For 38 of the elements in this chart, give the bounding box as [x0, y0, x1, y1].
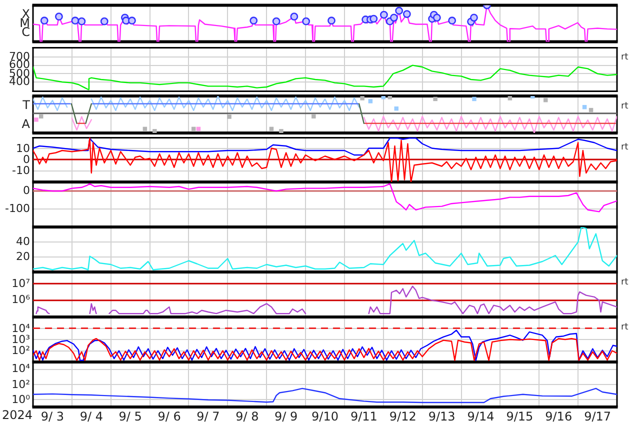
- y2-axis-title: rt: [621, 101, 629, 112]
- y-tick-label: 20: [16, 250, 30, 264]
- x-tick-label: 9/ 5: [118, 409, 142, 424]
- y-tick-label: 10⁴: [12, 362, 30, 376]
- y-tick-label: 10³: [12, 333, 30, 346]
- x-tick-label: 9/13: [428, 409, 456, 424]
- x-tick-label: 9/ 8: [236, 409, 259, 424]
- y-tick-label: 0: [23, 153, 30, 166]
- x-tick-label: 9/ 9: [274, 409, 298, 424]
- text: A: [22, 116, 30, 131]
- y2-axis-title: rt: [621, 142, 629, 152]
- x-tick-label: 9/15: [506, 409, 534, 424]
- y2-axis-title: rt: [621, 277, 629, 288]
- y-tick-label: 10⁶: [12, 293, 30, 308]
- y2-axis-title: rt: [621, 322, 629, 332]
- y-tick-label: 10⁴: [12, 322, 30, 335]
- x-tick-label: 9/16: [545, 409, 572, 424]
- y-tick-label: 0: [23, 184, 30, 198]
- text: T: [22, 98, 30, 112]
- y-tick-label: 10⁷: [12, 276, 30, 291]
- y-tick-label: 10²: [12, 344, 30, 358]
- x-tick-label: 9/10: [312, 409, 338, 424]
- x-tick-label: 9/17: [584, 409, 612, 424]
- x-tick-label: 9/ 4: [80, 409, 103, 424]
- y-tick-label: -10: [12, 164, 30, 178]
- y-tick-label: 10: [16, 142, 30, 155]
- x-tick-label: 9/ 6: [158, 409, 181, 424]
- x-tick-label: 9/ 7: [196, 409, 220, 424]
- x-tick-label: 9/ 3: [40, 409, 64, 424]
- y-tick-label: 40: [16, 235, 30, 249]
- x-tick-label: 9/11: [350, 409, 378, 424]
- y-tick-label: -100: [5, 202, 30, 216]
- x-tick-label: 9/14: [467, 409, 494, 424]
- x-axis-title: 2024: [2, 408, 33, 422]
- y2-axis-title: rt: [621, 52, 629, 62]
- y-tick-label: 10²: [12, 378, 30, 392]
- y-tick-label: 10⁰: [12, 392, 30, 406]
- x-tick-label: 9/12: [389, 409, 416, 424]
